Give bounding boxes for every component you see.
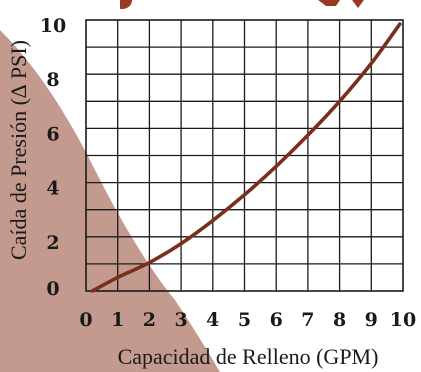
y-tick-label: 10 (40, 15, 66, 37)
y-axis-title: Caída de Presión (∆ PSI) (6, 40, 31, 260)
y-tick-label: 0 (46, 278, 59, 300)
x-tick-label: 7 (301, 309, 314, 331)
x-tick-label: 3 (174, 309, 187, 331)
x-axis-title: Capacidad de Relleno (GPM) (118, 344, 379, 369)
x-tick-label: 2 (143, 309, 156, 331)
y-tick-label: 8 (46, 69, 59, 91)
x-tick-label: 9 (365, 309, 378, 331)
x-tick-label: 4 (206, 309, 219, 331)
x-tick-label: 6 (270, 309, 283, 331)
chart-grid (86, 20, 403, 291)
y-tick-label: 4 (46, 178, 59, 200)
x-tick-label: 1 (111, 309, 124, 331)
chart-frame (85, 19, 404, 292)
x-tick-label: 5 (238, 309, 251, 331)
x-tick-label: 10 (390, 309, 416, 331)
x-tick-labels: 0 1 2 3 4 5 6 7 8 9 10 (79, 309, 416, 331)
y-tick-labels: 0 2 4 6 8 10 (40, 15, 66, 300)
x-tick-label: 0 (79, 309, 92, 331)
series-line-0 (90, 22, 402, 293)
x-tick-label: 8 (333, 309, 346, 331)
title-fragment (120, 0, 364, 9)
y-tick-label: 2 (46, 232, 59, 254)
y-tick-label: 6 (46, 123, 59, 145)
background-swoosh (0, 30, 220, 372)
